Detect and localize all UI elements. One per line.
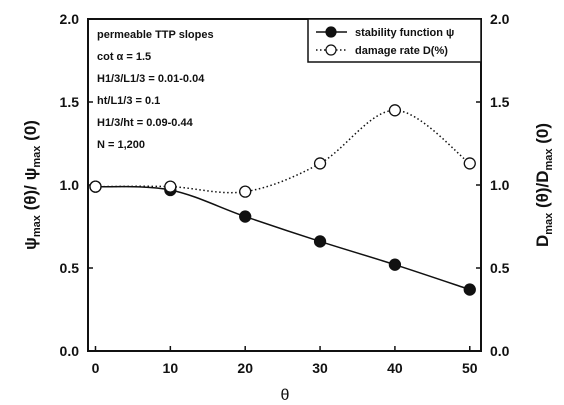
series-line-stability [95, 185, 471, 291]
y-left-tick-label: 1.5 [60, 94, 80, 110]
point-damage [388, 104, 402, 117]
x-tick-label: 40 [387, 360, 403, 376]
y-left-tick-label: 0.5 [60, 260, 80, 276]
point-stability [388, 258, 402, 271]
legend-box [307, 18, 482, 63]
legend-label-stability: stability function ψ [355, 27, 454, 39]
point-stability [313, 235, 327, 248]
x-tick-label: 20 [237, 360, 253, 376]
y-right-tick-label: 1.0 [490, 177, 510, 193]
point-stability [463, 283, 476, 296]
legend: stability function ψ damage rate D(%) [307, 18, 482, 63]
y-right-tick-label: 2.0 [490, 11, 510, 27]
legend-marker-damage [325, 44, 337, 56]
annotation-line-3: H1/3/L1/3 = 0.01-0.04 [97, 73, 205, 85]
x-axis-label: θ [281, 387, 290, 404]
y-axis-right-label: Dmax (θ)/Dmax (0) [533, 123, 555, 247]
y-right-tick-label: 1.5 [490, 94, 510, 110]
y-axis-left-label: ψmax (θ)/ ψmax (0) [21, 120, 43, 250]
point-damage [89, 180, 102, 193]
legend-label-damage: damage rate D(%) [355, 45, 448, 57]
point-damage [239, 185, 252, 198]
annotation-line-5: H1/3/ht = 0.09-0.44 [97, 117, 194, 129]
x-tick-label: 50 [462, 360, 478, 376]
plot-frame [87, 18, 482, 352]
annotation-line-2: cot α = 1.5 [97, 51, 151, 63]
x-axis-ticks: 0 10 20 30 40 50 [92, 346, 478, 376]
annotation-line-6: N = 1,200 [97, 139, 145, 151]
y-right-tick-label: 0.5 [490, 260, 510, 276]
y-left-tick-label: 1.0 [60, 177, 80, 193]
y-axis-left-ticks: 0.0 0.5 1.0 1.5 2.0 [60, 11, 93, 359]
y-left-tick-label: 2.0 [60, 11, 80, 27]
point-stability [239, 210, 252, 223]
point-damage [164, 180, 177, 193]
y-left-tick-label: 0.0 [60, 343, 80, 359]
annotation-block: permeable TTP slopes cot α = 1.5 H1/3/L1… [97, 29, 214, 151]
point-damage [313, 157, 327, 170]
x-tick-label: 0 [92, 360, 100, 376]
x-tick-label: 10 [163, 360, 179, 376]
series-layer [89, 104, 476, 296]
annotation-line-1: permeable TTP slopes [97, 29, 214, 41]
y-right-tick-label: 0.0 [490, 343, 510, 359]
annotation-line-4: ht/L1/3 = 0.1 [97, 95, 160, 107]
legend-marker-stability [325, 26, 337, 38]
point-damage [463, 157, 476, 170]
x-tick-label: 30 [312, 360, 328, 376]
